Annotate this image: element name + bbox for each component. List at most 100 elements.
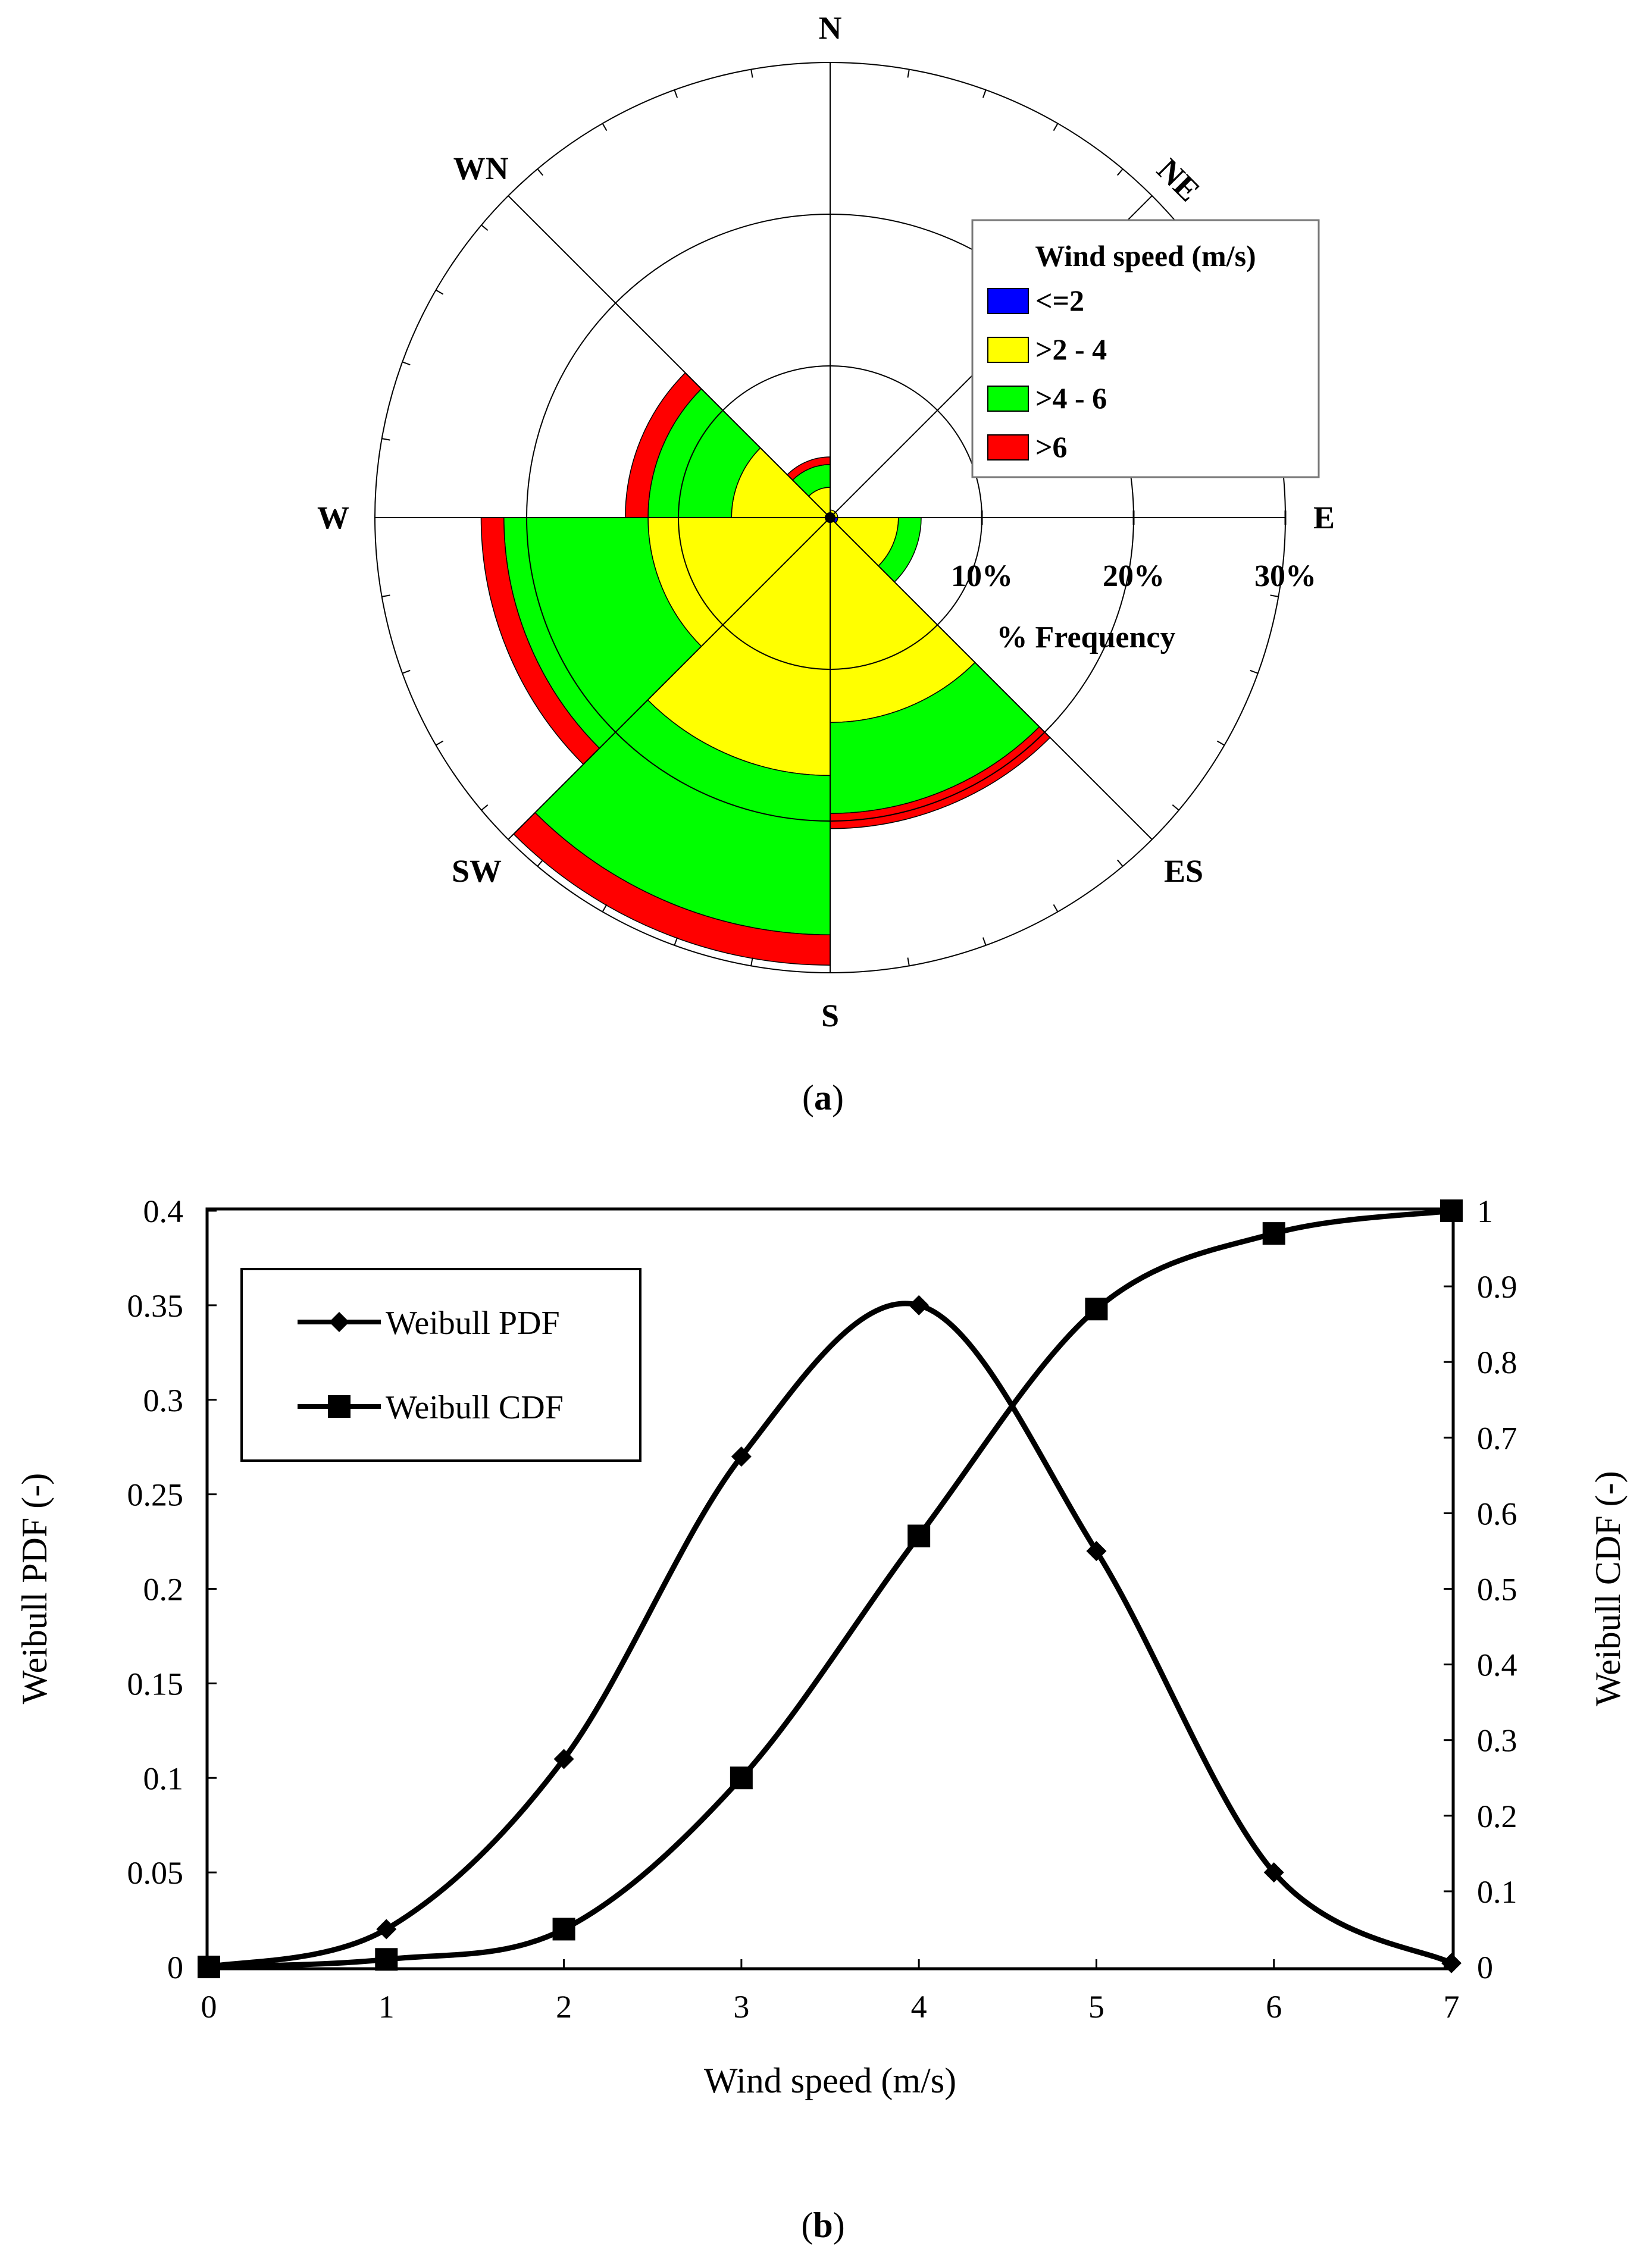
- weibull-pdf-legend-label: Weibull PDF: [386, 1305, 560, 1342]
- series-lines: [206, 1208, 1454, 1970]
- panel-b-caption: (b): [801, 2206, 844, 2245]
- direction-label-ne: NE: [1150, 152, 1207, 208]
- weibull-cdf-point: [198, 1956, 220, 1978]
- y2-tick-label: 0.3: [1477, 1723, 1517, 1759]
- y-tick-label: 0.05: [127, 1855, 184, 1891]
- wind-rose-radial-axis-label: % Frequency: [997, 621, 1176, 654]
- y2-tick-label: 0.1: [1477, 1874, 1517, 1910]
- x-tick-label: 3: [733, 1989, 749, 2025]
- direction-label-es: ES: [1164, 853, 1203, 889]
- legend-swatch: [987, 288, 1029, 314]
- legend-label: >2 - 4: [1035, 333, 1107, 366]
- y-tick-label: 0.2: [143, 1572, 184, 1608]
- x-tick-label: 1: [378, 1989, 395, 2025]
- x-tick-label: 6: [1266, 1989, 1282, 2025]
- weibull-pdf-point: [1086, 1540, 1107, 1561]
- weibull-pdf-legend-marker: [329, 1312, 349, 1332]
- series-markers: [198, 1199, 1463, 1978]
- rose-center: [825, 512, 835, 523]
- line-legend-box: [240, 1268, 641, 1462]
- right-y-axis-ticks: 0 0.1 0.2 0.3 0.4 0.5 0.6 0.7 0.8 0.9 1: [1444, 1193, 1517, 1985]
- y2-tick-label: 0: [1477, 1950, 1493, 1985]
- y2-tick-label: 0.2: [1477, 1799, 1517, 1834]
- outer-tick: [1172, 804, 1179, 811]
- y-tick-label: 0: [167, 1950, 183, 1985]
- outer-tick: [674, 89, 678, 98]
- legend-label: >4 - 6: [1035, 381, 1107, 415]
- outer-tick: [1053, 904, 1059, 913]
- direction-label-w: W: [317, 500, 349, 535]
- x-tick-label: 2: [556, 1989, 572, 2025]
- line-legend-entries: Weibull PDF Weibull CDF: [298, 1305, 564, 1426]
- outer-tick: [1116, 859, 1124, 867]
- line-chart-legend: Weibull PDF Weibull CDF: [240, 1268, 641, 1462]
- outer-tick: [435, 289, 444, 295]
- outer-tick: [982, 89, 987, 98]
- outer-tick: [1250, 669, 1259, 674]
- radial-tick-label: 10%: [951, 559, 1013, 593]
- panel-a-caption: (a): [802, 1078, 844, 1117]
- wind-rose-sectors: [480, 372, 1051, 966]
- weibull-cdf-point: [375, 1948, 398, 1971]
- y-tick-label: 0.3: [143, 1383, 184, 1418]
- direction-label-e: E: [1313, 500, 1335, 535]
- weibull-cdf-legend-label: Weibull CDF: [386, 1389, 564, 1426]
- y2-tick-label: 0.7: [1477, 1420, 1517, 1456]
- wind-rose-grid: [374, 62, 1287, 973]
- right-y-axis-label: Weibull CDF (-): [1588, 1471, 1628, 1706]
- y-tick-label: 0.15: [127, 1666, 184, 1702]
- x-tick-label: 4: [911, 1989, 927, 2025]
- wind-rose-legend: Wind speed (m/s) <=2 >2 - 4 >4 - 6 >6: [971, 219, 1320, 478]
- wind-rose-radial-tick-labels: 10% 20% 30%: [951, 559, 1316, 593]
- weibull-cdf-legend-marker: [328, 1395, 351, 1418]
- y2-tick-label: 0.6: [1477, 1496, 1517, 1531]
- legend-swatch: [987, 337, 1029, 363]
- y-tick-label: 0.35: [127, 1288, 184, 1324]
- weibull-cdf-line: [206, 1208, 1454, 1970]
- weibull-line-chart: 0 1 2 3 4 5 6 7 0 0.05 0.1 0.15 0.2 0.25 0.3 0.35 0.4 0…: [15, 1193, 1628, 2100]
- y-tick-label: 0.4: [143, 1193, 184, 1229]
- legend-label: <=2: [1035, 284, 1084, 317]
- outer-tick: [982, 937, 987, 946]
- outer-tick: [1270, 594, 1279, 597]
- outer-tick: [402, 669, 411, 674]
- outer-tick: [481, 224, 489, 231]
- x-tick-label: 0: [201, 1989, 217, 2025]
- weibull-cdf-point: [908, 1524, 931, 1547]
- y2-tick-label: 0.4: [1477, 1647, 1517, 1683]
- y2-tick-label: 0.9: [1477, 1269, 1517, 1305]
- direction-label-wn: WN: [453, 151, 509, 186]
- legend-swatch: [987, 386, 1029, 412]
- outer-tick: [402, 361, 411, 366]
- outer-tick: [381, 594, 390, 597]
- weibull-cdf-point: [1440, 1199, 1463, 1222]
- x-tick-label: 7: [1444, 1989, 1460, 2025]
- left-y-axis-label: Weibull PDF (-): [15, 1473, 54, 1704]
- y2-tick-label: 0.8: [1477, 1345, 1517, 1380]
- weibull-pdf-point: [909, 1295, 930, 1315]
- weibull-pdf-point: [376, 1919, 397, 1940]
- weibull-pdf-point: [1441, 1953, 1462, 1973]
- x-tick-label: 5: [1088, 1989, 1104, 2025]
- outer-tick: [435, 740, 444, 746]
- legend-label: >6: [1035, 430, 1068, 463]
- outer-tick: [750, 69, 753, 78]
- weibull-pdf-point: [731, 1446, 752, 1467]
- outer-tick: [537, 859, 544, 867]
- outer-tick: [1053, 123, 1059, 131]
- legend-title: Wind speed (m/s): [1035, 239, 1256, 272]
- outer-tick: [1116, 168, 1124, 176]
- direction-label-sw: SW: [452, 853, 502, 889]
- y2-tick-label: 1: [1477, 1193, 1493, 1229]
- outer-tick: [907, 69, 910, 78]
- weibull-cdf-point: [730, 1766, 753, 1790]
- outer-tick: [381, 438, 390, 441]
- outer-tick: [750, 957, 753, 966]
- y2-tick-label: 0.5: [1477, 1572, 1517, 1608]
- y-tick-label: 0.1: [143, 1760, 184, 1796]
- weibull-pdf-line: [206, 1301, 1454, 1970]
- legend-box: [971, 219, 1320, 478]
- weibull-pdf-point: [553, 1749, 574, 1769]
- radial-tick-label: 20%: [1103, 559, 1165, 593]
